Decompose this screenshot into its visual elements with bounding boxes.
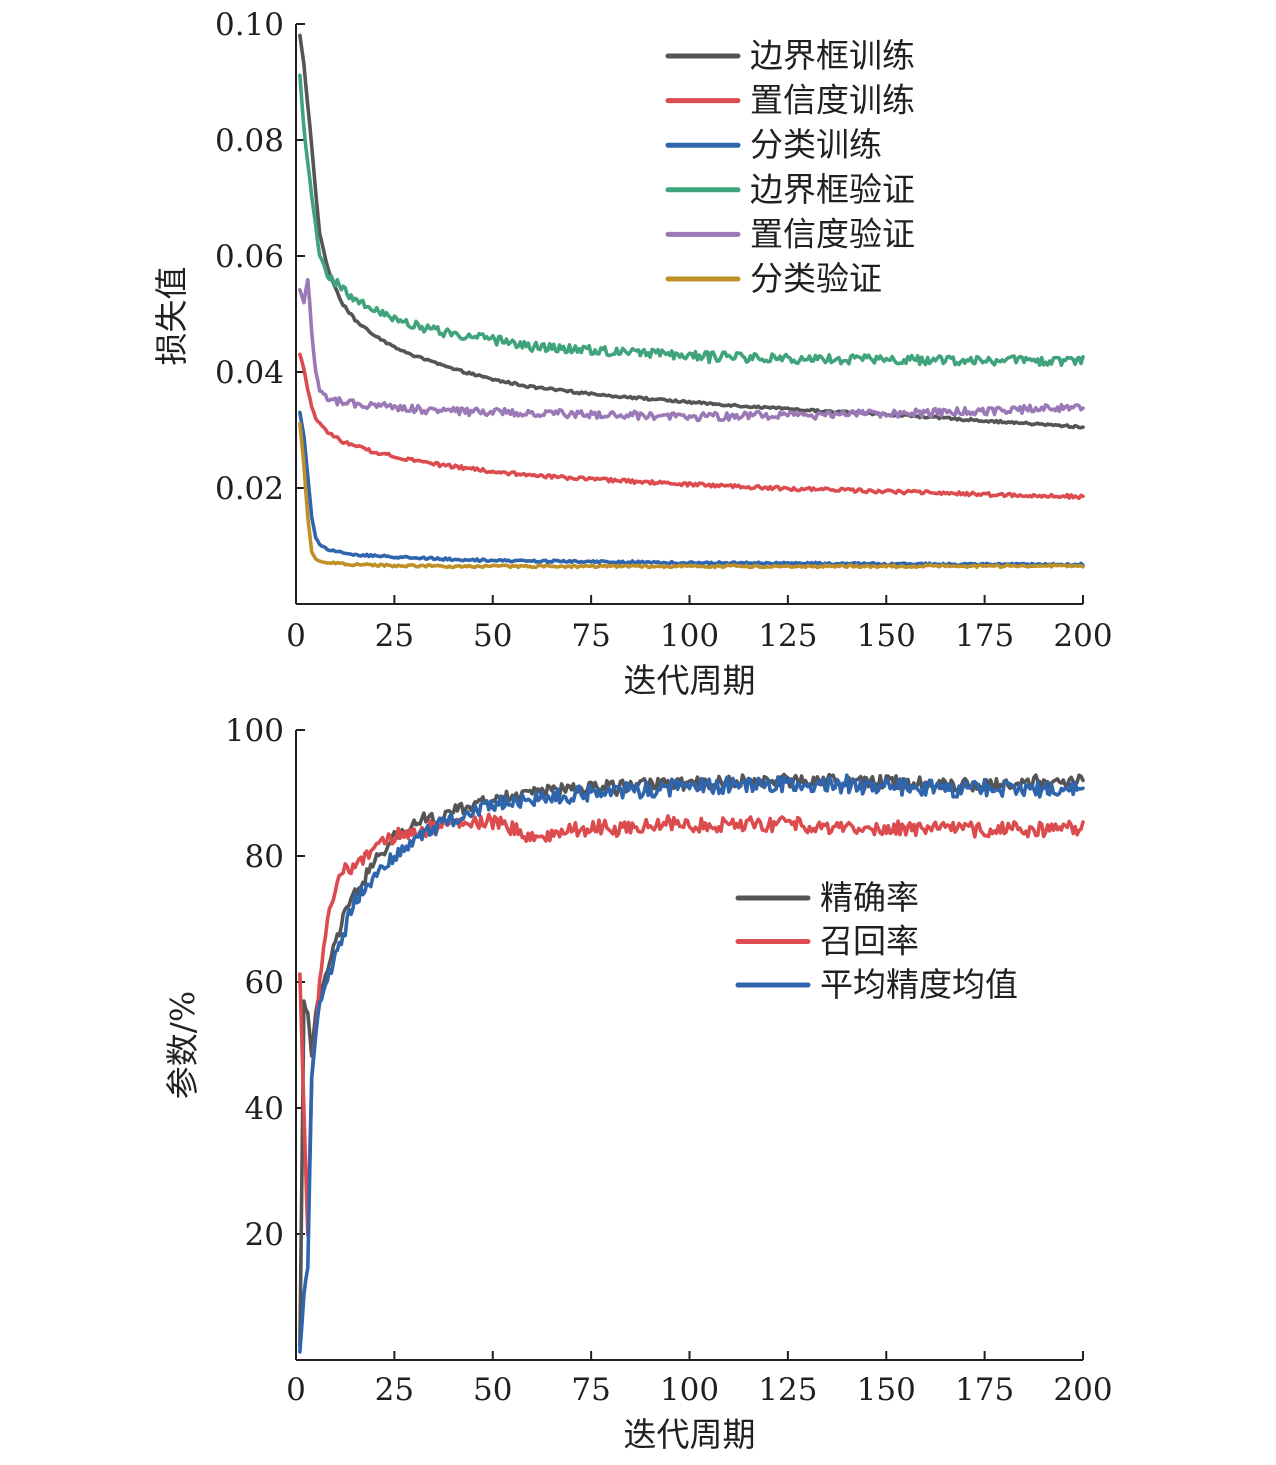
y-tick-label: 0.02: [215, 471, 284, 507]
x-tick-label: 50: [473, 618, 512, 654]
y-tick-label: 60: [245, 965, 284, 1001]
x-tick-label: 75: [571, 1372, 610, 1408]
y-axis-title: 参数/%: [163, 991, 202, 1099]
x-tick-label: 75: [571, 618, 610, 654]
legend-label-2: 平均精度均值: [820, 965, 1018, 1004]
x-tick-label: 150: [857, 1372, 916, 1408]
x-tick-label: 175: [955, 1372, 1014, 1408]
legend-label-1: 置信度训练: [750, 81, 915, 120]
x-tick-label: 150: [857, 618, 916, 654]
x-tick-label: 100: [660, 618, 719, 654]
x-tick-label: 175: [955, 618, 1014, 654]
x-tick-label: 0: [286, 1372, 306, 1408]
y-tick-label: 80: [245, 839, 284, 875]
series-line-5: [298, 422, 1085, 570]
y-axis-title: 损失值: [152, 267, 191, 366]
y-tick-label: 0.06: [215, 239, 284, 275]
y-tick-label: 40: [245, 1091, 284, 1127]
y-tick-label: 0.10: [215, 7, 284, 43]
series-line-0: [298, 772, 1085, 1348]
series-line-1: [298, 812, 1085, 1237]
series-line-0: [298, 33, 1085, 430]
y-tick-label: 0.04: [215, 355, 284, 391]
legend-label-5: 分类验证: [750, 259, 882, 298]
x-tick-label: 100: [660, 1372, 719, 1408]
x-tick-label: 125: [758, 618, 817, 654]
x-tick-label: 50: [473, 1372, 512, 1408]
y-tick-label: 20: [245, 1217, 284, 1253]
series-line-3: [298, 73, 1085, 368]
series-line-4: [298, 277, 1085, 423]
x-tick-label: 25: [375, 618, 414, 654]
y-tick-label: 100: [225, 713, 284, 749]
metrics-chart: 0 25 50 75 100 125 150 175 200 20 40 60 80 100 迭代周期 参数/…: [163, 713, 1113, 1454]
x-tick-label: 200: [1053, 1372, 1112, 1408]
x-axis-title: 迭代周期: [624, 661, 756, 700]
legend-label-0: 边界框训练: [750, 36, 915, 75]
legend-label-3: 边界框验证: [750, 170, 915, 209]
series-line-2: [298, 773, 1085, 1354]
series-line-1: [298, 352, 1085, 501]
y-tick-label: 0.08: [215, 123, 284, 159]
series-line-2: [298, 410, 1085, 568]
x-tick-label: 25: [375, 1372, 414, 1408]
loss-chart: 0 25 50 75 100 125 150 175 200 0.02 0.04 0.06 0.08 0.…: [152, 7, 1113, 700]
x-tick-label: 0: [286, 618, 306, 654]
legend-label-2: 分类训练: [750, 125, 882, 164]
legend-label-4: 置信度验证: [750, 214, 915, 253]
x-tick-label: 200: [1053, 618, 1112, 654]
x-axis-title: 迭代周期: [624, 1415, 756, 1454]
x-tick-label: 125: [758, 1372, 817, 1408]
legend-label-1: 召回率: [820, 922, 919, 961]
legend-label-0: 精确率: [820, 878, 919, 917]
